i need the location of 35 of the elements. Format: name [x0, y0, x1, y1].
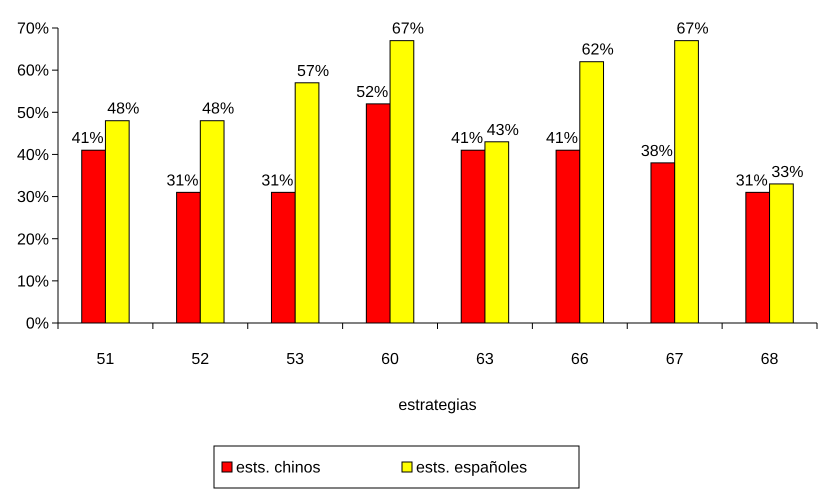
y-tick-label: 40% — [16, 147, 49, 164]
x-tick-label: 68 — [760, 351, 779, 368]
x-tick-label: 67 — [666, 351, 684, 368]
data-label: 43% — [486, 122, 519, 139]
data-label: 48% — [202, 100, 234, 118]
legend-label: ests. chinos — [236, 460, 320, 477]
data-label: 31% — [261, 172, 294, 190]
data-label: 62% — [582, 42, 614, 59]
x-tick-label: 63 — [476, 351, 494, 368]
x-tick-label: 51 — [96, 351, 114, 368]
data-label: 67% — [392, 20, 424, 38]
y-tick-label: 60% — [16, 62, 49, 80]
data-label: 48% — [107, 100, 140, 118]
x-tick-label: 60 — [381, 351, 400, 368]
data-label: 67% — [676, 20, 709, 38]
data-label: 41% — [72, 130, 104, 148]
x-tick-label: 66 — [570, 351, 589, 368]
x-tick-label: 53 — [286, 351, 304, 368]
y-tick-label: 10% — [16, 273, 49, 290]
legend-label: ests. españoles — [416, 460, 528, 477]
data-label: 31% — [736, 172, 768, 190]
data-label: 33% — [771, 164, 804, 181]
x-axis-title: estrategias — [398, 397, 477, 414]
data-label: 38% — [640, 142, 673, 160]
y-tick-label: 20% — [16, 231, 49, 248]
data-label: 31% — [166, 172, 198, 190]
data-label: 41% — [546, 130, 578, 148]
y-tick-label: 50% — [16, 104, 49, 122]
data-label: 52% — [356, 84, 388, 101]
data-label: 57% — [297, 62, 330, 80]
y-tick-label: 30% — [16, 189, 49, 206]
x-tick-label: 52 — [191, 351, 210, 368]
data-label: 41% — [451, 130, 484, 148]
y-tick-label: 0% — [26, 316, 49, 333]
y-tick-label: 70% — [16, 20, 49, 38]
